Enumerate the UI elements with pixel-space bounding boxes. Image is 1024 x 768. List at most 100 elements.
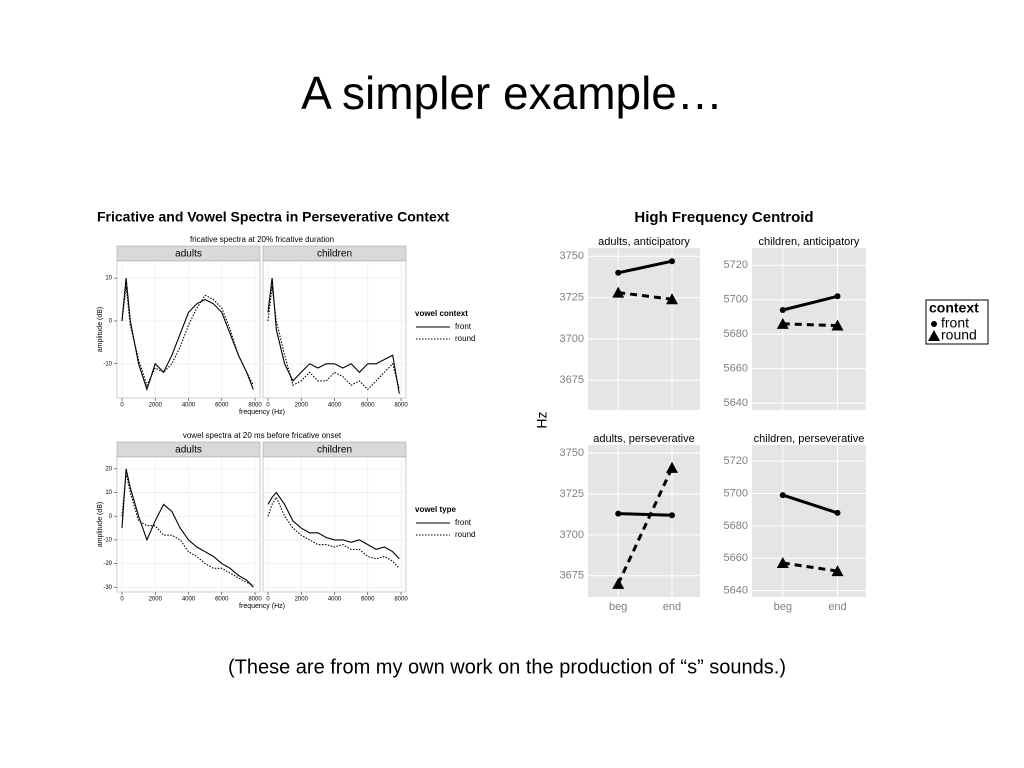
x-tick-label: 8000 — [248, 597, 262, 603]
legend-label: front — [455, 518, 472, 527]
chart-title: High Frequency Centroid — [634, 209, 813, 226]
x-tick-label: beg — [609, 601, 627, 613]
facet-label: adults, perseverative — [593, 433, 695, 445]
y-axis-label: amplitude (dB) — [97, 307, 104, 353]
facet-label: children — [317, 249, 352, 260]
y-tick-label: 3750 — [560, 250, 584, 262]
slide-title: A simpler example… — [301, 67, 723, 119]
series-line — [782, 493, 838, 515]
x-tick-label: 0 — [266, 597, 270, 603]
legend-label: round — [455, 334, 475, 343]
point — [779, 492, 786, 499]
y-tick-label: 5680 — [724, 328, 748, 340]
facet-label: adults — [175, 249, 202, 260]
x-tick-label: 2000 — [295, 597, 309, 603]
y-tick-label: 5720 — [724, 259, 748, 271]
legend-title: context — [929, 300, 979, 316]
plot-area — [588, 445, 700, 597]
y-tick-label: -10 — [103, 537, 112, 543]
y-tick-label: 5640 — [724, 584, 748, 596]
series-line — [618, 291, 673, 301]
legend-title: vowel type — [415, 505, 456, 514]
y-tick-label: 3750 — [560, 447, 584, 459]
y-tick-label: 3725 — [560, 291, 584, 303]
y-tick-label: 0 — [109, 319, 113, 325]
x-tick-label: end — [828, 601, 846, 613]
panel-subtitle: fricative spectra at 20% fricative durat… — [190, 235, 334, 244]
spectrum-line — [121, 278, 254, 392]
x-tick-label: 4000 — [182, 597, 196, 603]
x-tick-label: 2000 — [295, 403, 309, 409]
x-tick-label: 2000 — [149, 403, 163, 409]
facet-label: adults, anticipatory — [598, 236, 690, 248]
point — [776, 557, 789, 569]
y-tick-label: 3700 — [560, 529, 584, 541]
spectrum-line — [267, 278, 400, 394]
spectrum-line — [267, 491, 400, 560]
y-tick-label: 3725 — [560, 488, 584, 500]
y-tick-label: 3675 — [560, 374, 584, 386]
y-tick-label: -30 — [103, 585, 112, 591]
x-tick-label: 0 — [266, 403, 270, 409]
x-tick-label: 0 — [120, 403, 124, 409]
y-tick-label: 5700 — [724, 487, 748, 499]
x-axis-label: frequency (Hz) — [239, 409, 285, 416]
x-tick-label: 4000 — [328, 597, 342, 603]
x-tick-label: 2000 — [149, 597, 163, 603]
y-tick-label: 5660 — [724, 363, 748, 375]
point — [831, 565, 844, 577]
point — [612, 286, 625, 298]
series-line — [616, 467, 674, 585]
x-tick-label: 6000 — [361, 403, 375, 409]
y-tick-label: 3700 — [560, 333, 584, 345]
x-tick-label: 8000 — [394, 597, 408, 603]
point — [834, 293, 841, 300]
chart-title: Fricative and Vowel Spectra in Persevera… — [97, 209, 450, 225]
legend-label: front — [941, 315, 969, 331]
legend-swatch — [931, 321, 937, 327]
x-tick-label: end — [663, 601, 681, 613]
legend-title: vowel context — [415, 309, 468, 318]
x-tick-label: 6000 — [215, 597, 229, 603]
spectrum-line — [121, 473, 254, 586]
point — [831, 319, 844, 331]
y-tick-label: 20 — [105, 466, 112, 472]
y-tick-label: -10 — [103, 361, 112, 367]
series-line — [782, 294, 838, 312]
x-tick-label: 4000 — [328, 403, 342, 409]
series-line — [782, 561, 838, 573]
caption: (These are from my own work on the produ… — [228, 656, 786, 678]
plot-area — [752, 445, 866, 597]
point — [669, 258, 675, 265]
spectrum-line — [267, 496, 400, 569]
x-axis-label: frequency (Hz) — [239, 603, 285, 610]
series-line — [782, 322, 838, 328]
y-tick-label: 5720 — [724, 455, 748, 467]
x-tick-label: 8000 — [394, 403, 408, 409]
legend-label: front — [455, 322, 472, 331]
facet-label: adults — [175, 445, 202, 456]
plot-area — [588, 248, 700, 410]
facet-label: children, perseverative — [754, 433, 865, 445]
y-axis-label: amplitude (dB) — [97, 502, 104, 548]
y-tick-label: 10 — [105, 276, 112, 282]
legend-swatch — [928, 330, 940, 341]
y-tick-label: 3675 — [560, 570, 584, 582]
point — [834, 509, 841, 516]
panel-subtitle: vowel spectra at 20 ms before fricative … — [183, 431, 342, 440]
series-line — [618, 512, 673, 517]
facet-label: children — [317, 445, 352, 456]
series-line — [617, 259, 673, 275]
x-tick-label: beg — [774, 601, 792, 613]
y-tick-label: -20 — [103, 561, 112, 567]
point — [666, 293, 678, 305]
y-axis-label: Hz — [534, 411, 550, 428]
x-tick-label: 0 — [120, 597, 124, 603]
spectrum-line — [121, 286, 254, 387]
point — [776, 317, 789, 329]
point — [615, 269, 622, 276]
point — [615, 510, 622, 517]
point — [779, 307, 786, 314]
